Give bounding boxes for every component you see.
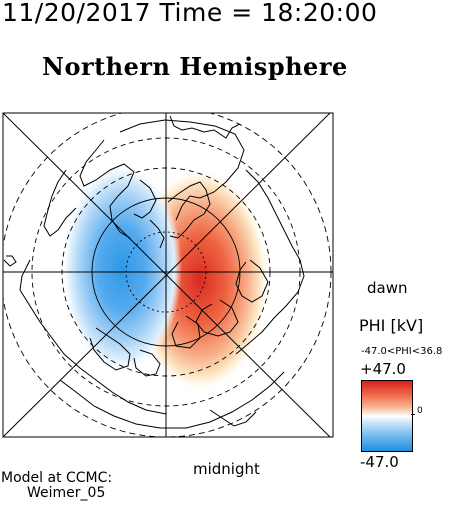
longitude-lines bbox=[3, 113, 333, 437]
colorbar-max-label: +47.0 bbox=[360, 360, 406, 378]
colorbar-title: PHI [kV] bbox=[359, 316, 424, 335]
colorbar-range: -47.0<PHI<36.8 bbox=[361, 346, 443, 357]
time-text: 18:20:00 bbox=[261, 0, 378, 27]
colorbar-zero-tick bbox=[411, 414, 415, 415]
midnight-label: midnight bbox=[193, 460, 260, 478]
negative-potential-cell bbox=[62, 163, 182, 373]
dawn-label: dawn bbox=[367, 279, 408, 297]
coastlines bbox=[3, 115, 305, 429]
colorbar-min-label: -47.0 bbox=[360, 453, 399, 471]
timestamp-title: 11/20/2017 Time = 18:20:00 bbox=[2, 0, 377, 27]
model-name: Weimer_05 bbox=[27, 485, 106, 501]
polar-potential-map bbox=[2, 112, 334, 438]
colorbar-zero-label: 0 bbox=[417, 406, 423, 416]
colorbar bbox=[361, 380, 413, 452]
time-label: Time bbox=[159, 0, 223, 27]
model-credit: Model at CCMC: bbox=[1, 470, 113, 486]
equals-sign: = bbox=[231, 0, 253, 27]
hemisphere-title: Northern Hemisphere bbox=[42, 52, 348, 81]
date-text: 11/20/2017 bbox=[2, 0, 152, 27]
